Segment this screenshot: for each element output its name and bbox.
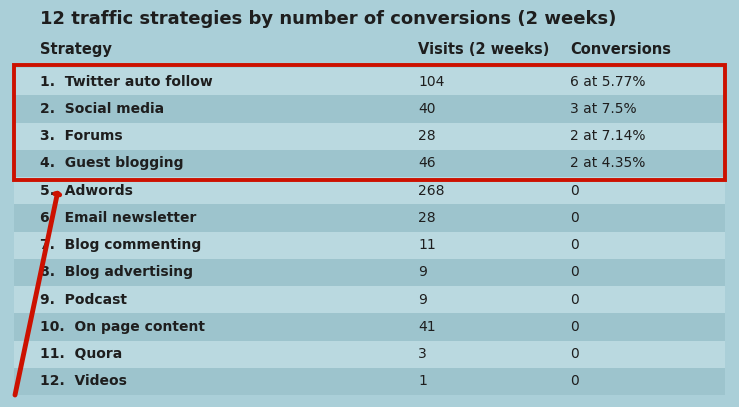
Text: Visits (2 weeks): Visits (2 weeks): [418, 42, 549, 57]
Bar: [14, 313, 725, 341]
Text: 3.  Forums: 3. Forums: [40, 129, 123, 143]
Text: 0: 0: [570, 211, 579, 225]
Text: 8.  Blog advertising: 8. Blog advertising: [40, 265, 193, 279]
Text: 3: 3: [418, 347, 426, 361]
Text: 0: 0: [570, 238, 579, 252]
Text: 11: 11: [418, 238, 436, 252]
Text: 0: 0: [570, 293, 579, 306]
Text: Strategy: Strategy: [40, 42, 112, 57]
Bar: [14, 259, 725, 286]
Text: 5.  Adwords: 5. Adwords: [40, 184, 133, 198]
Text: 46: 46: [418, 156, 435, 171]
Text: 0: 0: [570, 347, 579, 361]
Bar: [14, 286, 725, 313]
Bar: [14, 150, 725, 177]
Text: 0: 0: [570, 374, 579, 388]
Text: 1: 1: [418, 374, 427, 388]
Text: 4.  Guest blogging: 4. Guest blogging: [40, 156, 183, 171]
Text: 11.  Quora: 11. Quora: [40, 347, 122, 361]
Text: 2 at 7.14%: 2 at 7.14%: [570, 129, 645, 143]
Text: 2.  Social media: 2. Social media: [40, 102, 164, 116]
Text: 28: 28: [418, 129, 435, 143]
Text: 104: 104: [418, 74, 444, 89]
Text: 1.  Twitter auto follow: 1. Twitter auto follow: [40, 74, 213, 89]
Bar: [14, 341, 725, 368]
Text: 0: 0: [570, 265, 579, 279]
Text: 0: 0: [570, 184, 579, 198]
Bar: [14, 204, 725, 232]
Text: 9: 9: [418, 293, 427, 306]
Bar: [14, 95, 725, 123]
Text: 9.  Podcast: 9. Podcast: [40, 293, 127, 306]
Text: Conversions: Conversions: [570, 42, 671, 57]
Text: 2 at 4.35%: 2 at 4.35%: [570, 156, 645, 171]
Text: 268: 268: [418, 184, 444, 198]
Text: 9: 9: [418, 265, 427, 279]
Text: 6.  Email newsletter: 6. Email newsletter: [40, 211, 197, 225]
Text: 6 at 5.77%: 6 at 5.77%: [570, 74, 645, 89]
Bar: [14, 123, 725, 150]
Text: 40: 40: [418, 102, 435, 116]
Text: 12.  Videos: 12. Videos: [40, 374, 127, 388]
Bar: [14, 368, 725, 395]
Text: 10.  On page content: 10. On page content: [40, 320, 205, 334]
Text: 3 at 7.5%: 3 at 7.5%: [570, 102, 636, 116]
Bar: [14, 232, 725, 259]
Text: 41: 41: [418, 320, 435, 334]
Bar: [14, 68, 725, 95]
Bar: [14, 177, 725, 204]
Text: 7.  Blog commenting: 7. Blog commenting: [40, 238, 201, 252]
Bar: [14, 65, 725, 180]
Text: 28: 28: [418, 211, 435, 225]
Text: 0: 0: [570, 320, 579, 334]
Text: 12 traffic strategies by number of conversions (2 weeks): 12 traffic strategies by number of conve…: [40, 10, 616, 28]
